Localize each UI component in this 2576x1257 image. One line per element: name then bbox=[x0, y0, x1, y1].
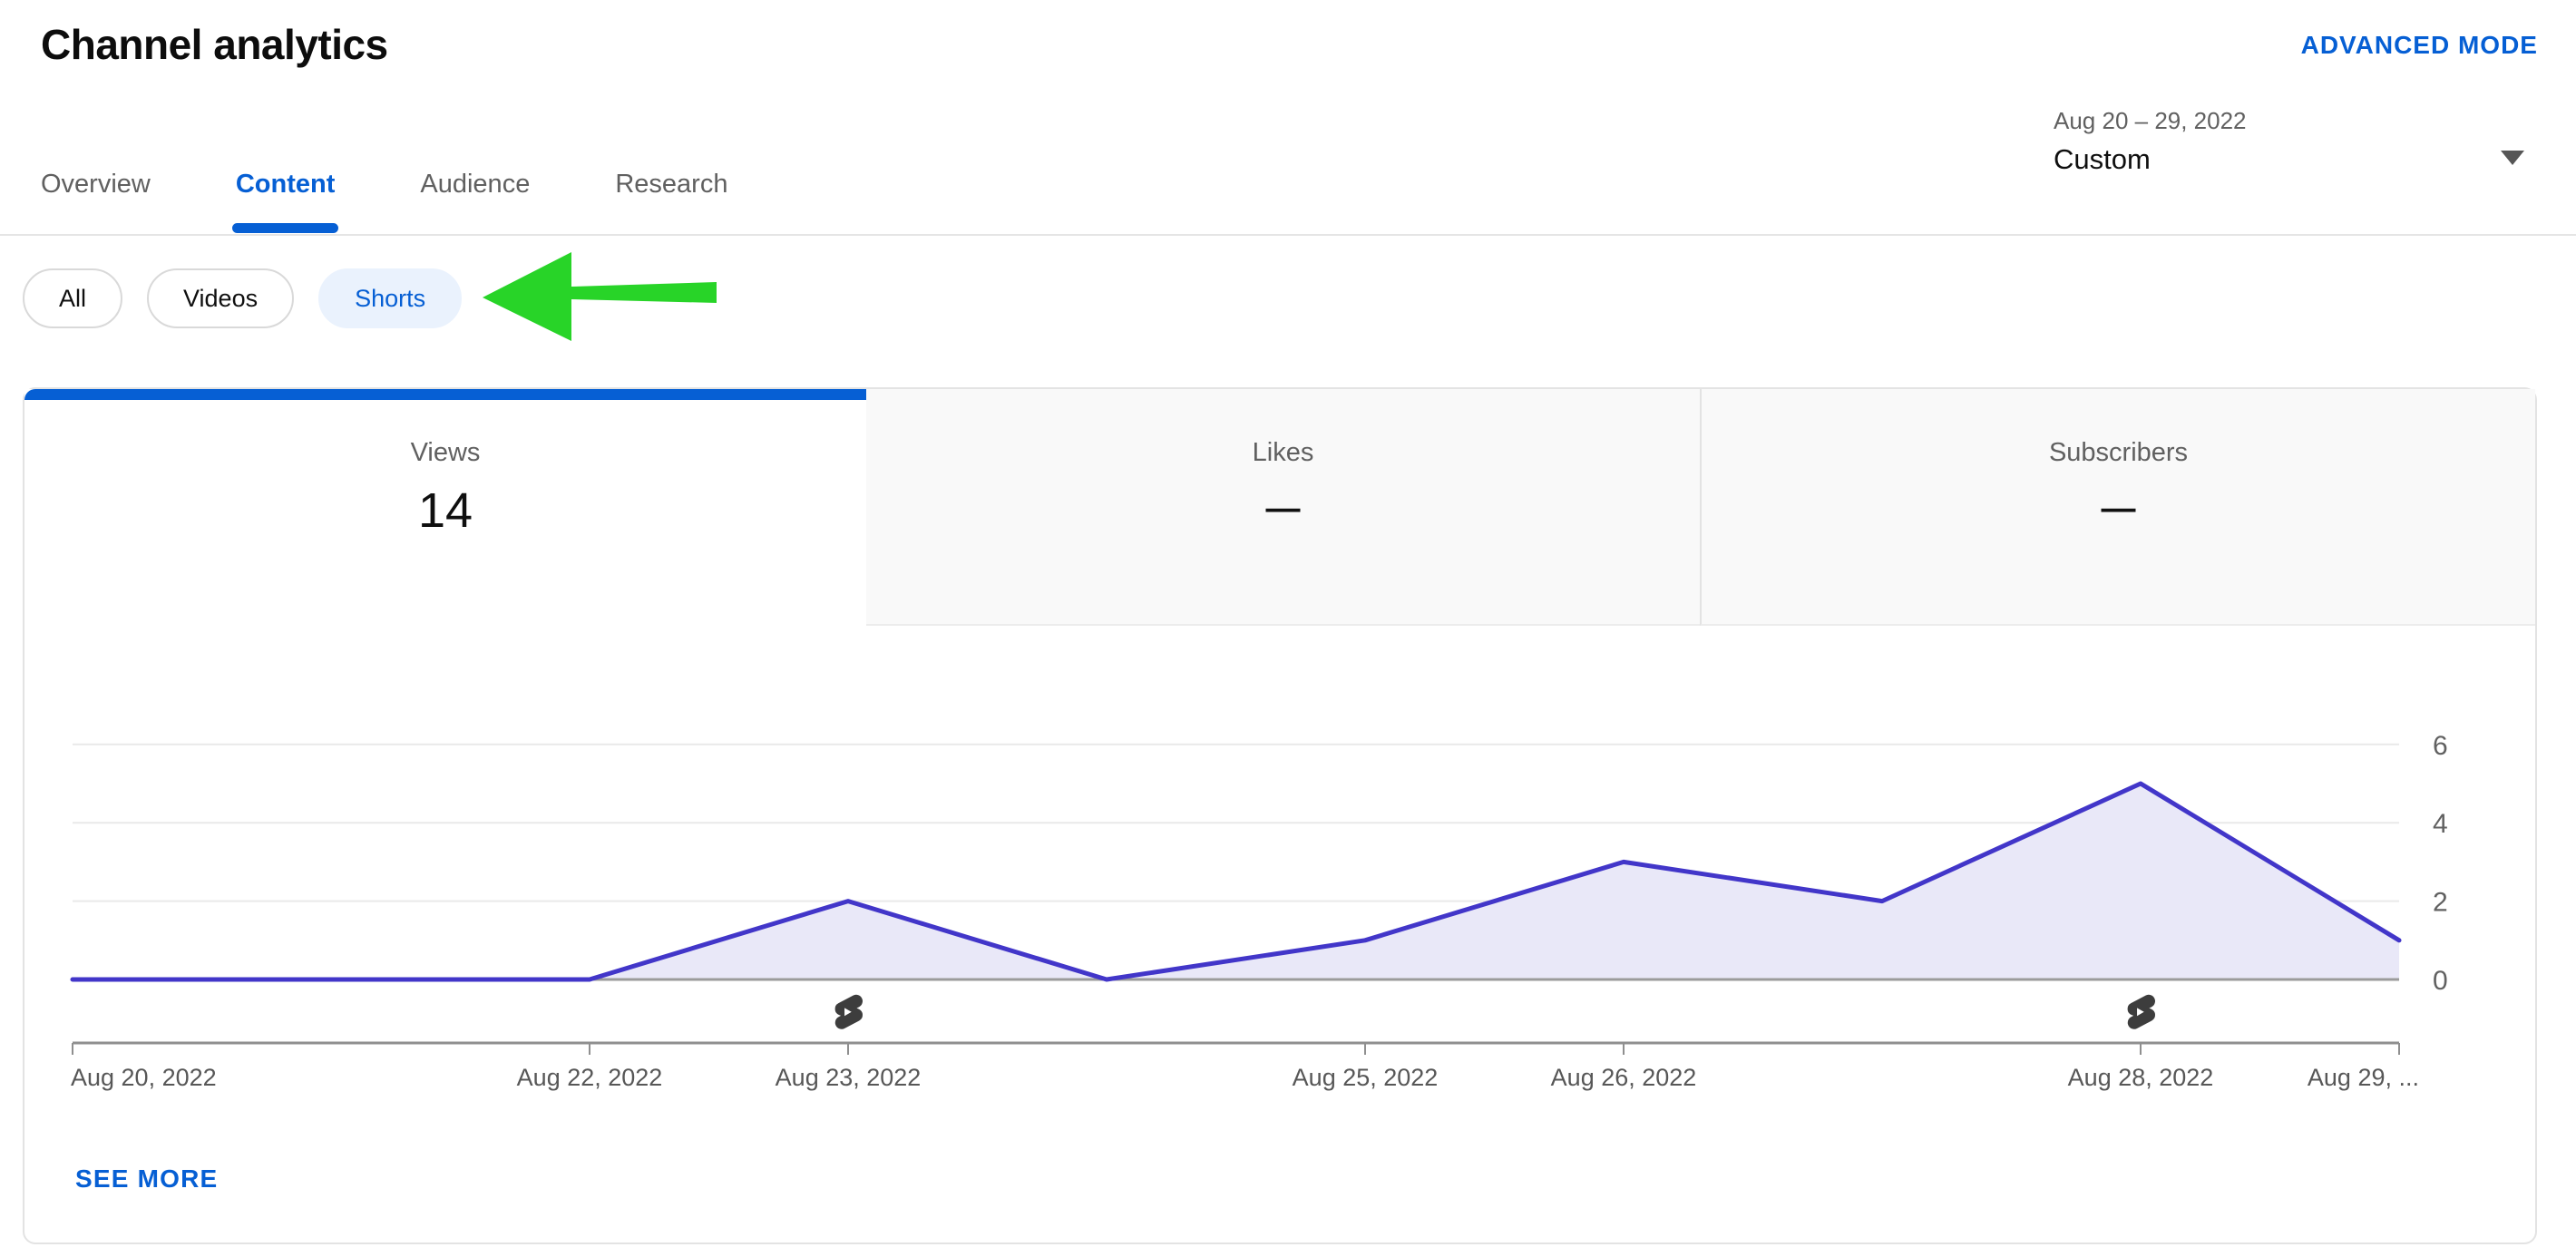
svg-text:Aug 29, ...: Aug 29, ... bbox=[2308, 1064, 2419, 1091]
tab-audience-label: Audience bbox=[420, 170, 531, 199]
svg-text:Aug 25, 2022: Aug 25, 2022 bbox=[1293, 1064, 1439, 1091]
svg-text:Aug 20, 2022: Aug 20, 2022 bbox=[71, 1064, 217, 1091]
tab-audience[interactable]: Audience bbox=[420, 165, 530, 203]
chip-shorts[interactable]: Shorts bbox=[318, 268, 463, 328]
tab-content-label: Content bbox=[235, 170, 336, 199]
shorts-icon bbox=[834, 994, 864, 1029]
page-title: Channel analytics bbox=[41, 21, 388, 68]
metric-tab-subscribers[interactable]: Subscribers — bbox=[1700, 389, 2535, 626]
tab-overview-label: Overview bbox=[41, 170, 151, 199]
metric-tab-views[interactable]: Views 14 bbox=[24, 389, 866, 626]
advanced-mode-link[interactable]: ADVANCED MODE bbox=[2300, 31, 2538, 59]
see-more-link[interactable]: SEE MORE bbox=[75, 1164, 219, 1193]
tab-research-label: Research bbox=[615, 170, 728, 199]
chip-all[interactable]: All bbox=[23, 268, 123, 328]
header-divider bbox=[0, 234, 2576, 236]
date-range-selector[interactable]: Aug 20 – 29, 2022 Custom bbox=[2054, 107, 2247, 176]
analytics-card: Views 14 Likes — Subscribers — 0 2 4 6 Aug 2… bbox=[23, 387, 2537, 1244]
svg-text:4: 4 bbox=[2433, 809, 2448, 839]
svg-text:Aug 28, 2022: Aug 28, 2022 bbox=[2068, 1064, 2214, 1091]
svg-text:0: 0 bbox=[2433, 966, 2448, 996]
metric-value: — bbox=[1265, 490, 1301, 528]
svg-text:2: 2 bbox=[2433, 888, 2448, 918]
metric-tabs: Views 14 Likes — Subscribers — bbox=[24, 389, 2535, 626]
analytics-tabs: Overview Content Audience Research bbox=[41, 165, 727, 233]
date-range-preset: Custom bbox=[2054, 143, 2151, 175]
chip-videos[interactable]: Videos bbox=[147, 268, 295, 328]
tab-content[interactable]: Content bbox=[231, 165, 339, 233]
active-tab-underline bbox=[231, 223, 339, 233]
metric-label: Likes bbox=[1252, 438, 1314, 467]
tab-overview[interactable]: Overview bbox=[41, 165, 151, 203]
metric-tab-likes[interactable]: Likes — bbox=[866, 389, 1700, 626]
content-type-filter: All Videos Shorts bbox=[23, 268, 463, 328]
svg-text:Aug 23, 2022: Aug 23, 2022 bbox=[776, 1064, 922, 1091]
svg-text:Aug 22, 2022: Aug 22, 2022 bbox=[517, 1064, 663, 1091]
active-metric-indicator bbox=[24, 389, 866, 400]
svg-text:Aug 26, 2022: Aug 26, 2022 bbox=[1551, 1064, 1697, 1091]
svg-text:6: 6 bbox=[2433, 731, 2448, 761]
views-area-chart: 0 2 4 6 Aug 20, 2022 Aug 22, 2022 Aug 23, 2022… bbox=[70, 731, 2448, 1091]
metric-value: 14 bbox=[417, 483, 473, 538]
metric-label: Subscribers bbox=[2048, 438, 2189, 467]
metric-value: — bbox=[2101, 490, 2136, 528]
tab-research[interactable]: Research bbox=[615, 165, 727, 203]
green-arrow-annotation bbox=[483, 252, 717, 341]
chevron-down-icon[interactable] bbox=[2501, 151, 2524, 165]
date-range-text: Aug 20 – 29, 2022 bbox=[2054, 107, 2247, 134]
shorts-icon bbox=[2127, 994, 2156, 1029]
metric-label: Views bbox=[410, 438, 481, 467]
